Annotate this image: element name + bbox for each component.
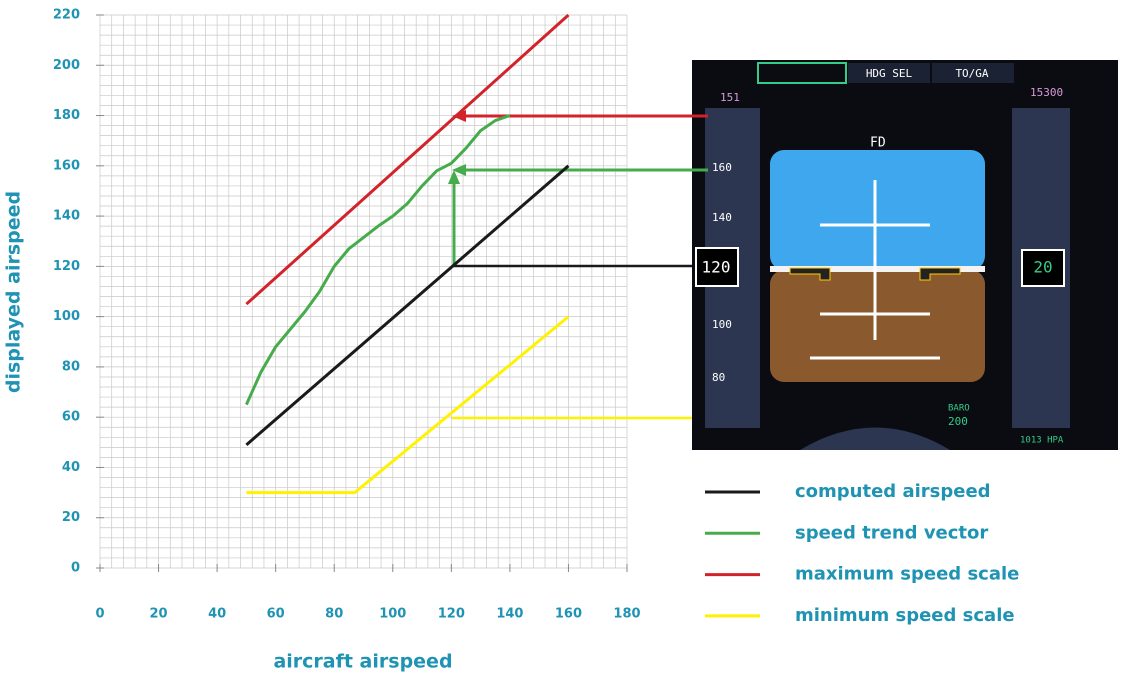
series-line: [245, 114, 511, 406]
pfd-text: 151: [720, 91, 740, 104]
y-tick-label: 120: [53, 259, 80, 274]
pfd-text: 140: [712, 211, 732, 224]
y-tick-label: 40: [62, 460, 80, 475]
y-tick-label: 220: [53, 8, 80, 23]
series-line: [245, 13, 570, 306]
pfd-text: 200: [948, 415, 968, 428]
x-tick-label: 0: [95, 607, 104, 622]
x-tick-label: 120: [438, 607, 465, 622]
y-tick-label: 160: [53, 158, 80, 173]
x-tick-label: 60: [267, 607, 285, 622]
y-tick-label: 60: [62, 410, 80, 425]
legend-label: computed airspeed: [795, 481, 991, 502]
x-tick-label: 80: [325, 607, 343, 622]
y-tick-label: 140: [53, 209, 80, 224]
pfd-text: 160: [712, 161, 732, 174]
y-tick-label: 80: [62, 359, 80, 374]
x-axis-label: aircraft airspeed: [273, 651, 452, 673]
pfd-text: 15300: [1030, 86, 1063, 99]
y-tick-label: 20: [62, 510, 80, 525]
x-tick-label: 20: [150, 607, 168, 622]
y-tick-label: 0: [71, 561, 80, 576]
pointers: [448, 110, 708, 420]
y-tick-label: 180: [53, 108, 80, 123]
pfd-text: 100: [712, 318, 732, 331]
pfd-text: HDG SEL: [866, 67, 913, 80]
pfd-text: TO/GA: [955, 67, 988, 80]
pfd-text: 20: [1033, 258, 1052, 277]
series-line: [245, 164, 570, 446]
y-axis-label: displayed airspeed: [3, 191, 25, 393]
x-tick-label: 40: [208, 607, 226, 622]
pfd-text: BARO: [948, 404, 970, 414]
pfd-text: 1013 HPA: [1020, 436, 1064, 446]
pfd-text: 80: [712, 371, 725, 384]
grid: [99, 14, 628, 569]
x-tick-label: 180: [613, 607, 640, 622]
pfd-text: 120: [702, 258, 731, 277]
y-tick-label: 200: [53, 58, 80, 73]
x-tick-label: 100: [379, 607, 406, 622]
series-line: [246, 315, 570, 495]
legend-label: minimum speed scale: [795, 605, 1015, 626]
pfd-inset: HDG SEL TO/GA 151 15300 FD 120 160 140 1…: [692, 60, 1118, 450]
x-tick-label: 160: [555, 607, 582, 622]
pfd-text: FD: [870, 136, 886, 151]
legend-label: maximum speed scale: [795, 564, 1019, 585]
y-tick-label: 100: [53, 309, 80, 324]
x-tick-label: 140: [496, 607, 523, 622]
legend-label: speed trend vector: [795, 522, 988, 543]
